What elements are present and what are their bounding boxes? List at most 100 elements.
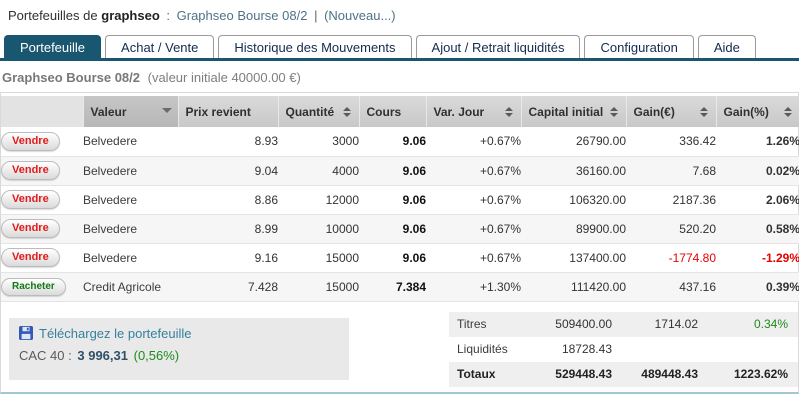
cac40-label: CAC 40 : (19, 347, 72, 363)
totals-capital: 529448.43 (519, 361, 624, 387)
action-button[interactable]: Vendre (1, 161, 60, 180)
cell-gain-pct: 0.39% (716, 272, 799, 302)
totals-gain-eur (624, 337, 714, 362)
totals-row: Titres 509400.00 1714.02 0.34% (449, 311, 798, 337)
totals-row: Liquidités 18728.43 (449, 337, 798, 362)
tab-historique-des-mouvements[interactable]: Historique des Mouvements (218, 35, 412, 58)
action-button[interactable]: Vendre (1, 219, 60, 238)
new-portfolio-link[interactable]: (Nouveau...) (324, 8, 396, 23)
cell-quantite: 10000 (278, 214, 359, 244)
totals-gain-pct (714, 337, 798, 362)
action-button[interactable]: Vendre (1, 131, 60, 151)
action-button[interactable]: Vendre (1, 248, 60, 267)
column-label: Gain(€) (633, 104, 675, 119)
sort-desc-icon (162, 105, 172, 118)
cell-quantite: 12000 (278, 185, 359, 215)
tab-ajout-retrait-liquidit-s[interactable]: Ajout / Retrait liquidités (415, 35, 581, 58)
cell-gain-pct: 0.58% (716, 214, 799, 244)
column-label: Quantité (285, 104, 335, 119)
position-row: Vendre Belvedere 8.99 10000 9.06 +0.67% … (1, 214, 799, 244)
cac40-percent: (0,56%) (133, 347, 180, 363)
action-button[interactable]: Racheter (1, 277, 66, 296)
cell-gain-eur: 7.68 (626, 156, 716, 186)
position-row: Vendre Belvedere 8.93 3000 9.06 +0.67% 2… (1, 127, 799, 157)
column-header-quantit-[interactable]: Quantité (277, 96, 359, 127)
totals-gain-eur: 1714.02 (624, 311, 714, 337)
position-row: Vendre Belvedere 9.16 15000 9.06 +0.67% … (1, 243, 799, 273)
column-label: Capital initial (528, 104, 604, 119)
cell-gain-pct: -1.29% (716, 243, 799, 273)
cell-valeur: Belvedere (83, 156, 178, 186)
cell-capital-initial: 89900.00 (521, 214, 626, 244)
position-row: Vendre Belvedere 8.86 12000 9.06 +0.67% … (1, 185, 799, 215)
column-header-action (1, 96, 83, 127)
cell-valeur: Belvedere (83, 127, 178, 157)
download-box: Téléchargez le portefeuille CAC 40 : 3 9… (9, 317, 349, 380)
cell-prix-revient: 9.16 (178, 243, 278, 273)
tab-configuration[interactable]: Configuration (584, 35, 694, 58)
pipe-separator: | (314, 8, 318, 23)
column-header-var-jour[interactable]: Var. Jour (425, 96, 521, 127)
column-header-capital-initial[interactable]: Capital initial (520, 96, 626, 127)
action-button[interactable]: Vendre (1, 190, 60, 209)
cell-quantite: 15000 (278, 243, 359, 273)
download-portfolio-link[interactable]: Téléchargez le portefeuille (39, 325, 192, 341)
username: graphseo (101, 8, 160, 23)
sort-both-icon (505, 103, 515, 121)
totals-label: Totaux (449, 361, 519, 387)
portfolio-name-link[interactable]: Graphseo Bourse 08/2 (176, 8, 308, 23)
column-label: Cours (366, 104, 402, 119)
totals-gain-eur: 489448.43 (624, 361, 714, 387)
sort-both-icon (343, 103, 353, 121)
cell-prix-revient: 8.93 (178, 127, 278, 157)
cell-capital-initial: 36160.00 (521, 156, 626, 186)
totals-label: Liquidités (457, 342, 508, 356)
tab-aide[interactable]: Aide (697, 35, 756, 58)
tab-portefeuille[interactable]: Portefeuille (4, 35, 102, 58)
portfolio-subtitle-detail: (valeur initiale 40000.00 €) (147, 70, 301, 85)
cell-capital-initial: 111420.00 (521, 272, 626, 302)
cell-prix-revient: 8.86 (178, 185, 278, 215)
column-header-gain-[interactable]: Gain(€) (625, 96, 716, 127)
cell-quantite: 4000 (278, 156, 359, 186)
column-header-valeur[interactable]: Valeur (82, 96, 178, 127)
tab-achat-vente[interactable]: Achat / Vente (105, 35, 215, 58)
cell-valeur: Belvedere (83, 243, 178, 273)
colon-separator: : (166, 8, 171, 23)
cell-capital-initial: 137400.00 (521, 243, 626, 273)
cell-valeur: Belvedere (83, 214, 178, 244)
cell-gain-eur: 520.20 (626, 214, 716, 244)
portfolio-subtitle-title: Graphseo Bourse 08/2 (2, 70, 140, 85)
sort-both-icon (784, 103, 794, 121)
cell-gain-eur: 437.16 (626, 272, 716, 302)
column-header-gain-[interactable]: Gain(%) (715, 96, 799, 127)
cell-cours: 9.06 (359, 214, 426, 244)
cell-valeur: Credit Agricole (83, 272, 178, 302)
cell-var-jour: +0.67% (426, 214, 521, 244)
cell-cours: 9.06 (359, 127, 426, 157)
cell-quantite: 15000 (278, 272, 359, 302)
cell-quantite: 3000 (278, 127, 359, 157)
header-prefix: Portefeuilles de (8, 8, 98, 23)
sort-both-icon (610, 103, 620, 121)
column-label: Gain(%) (723, 104, 769, 119)
totals-capital: 18728.43 (561, 342, 612, 356)
cell-capital-initial: 106320.00 (521, 185, 626, 215)
column-label: Prix revient (185, 104, 251, 119)
sort-both-icon (700, 103, 710, 121)
cell-prix-revient: 9.04 (178, 156, 278, 186)
cell-prix-revient: 7.428 (178, 272, 278, 302)
portfolio-subtitle: Graphseo Bourse 08/2 (valeur initiale 40… (0, 61, 799, 92)
totals-gain-pct: 1223.62% (714, 361, 798, 387)
cell-gain-eur: 336.42 (626, 127, 716, 157)
column-header-prix-revient: Prix revient (177, 96, 278, 127)
floppy-disk-icon (19, 326, 33, 340)
totals-gain-pct: 0.34% (714, 311, 798, 337)
cell-gain-pct: 0.02% (716, 156, 799, 186)
portfolio-panel: Valeur Prix revient Quantité Cours Var. Jour… (0, 92, 799, 394)
cell-var-jour: +1.30% (426, 272, 521, 302)
cell-gain-pct: 1.26% (716, 127, 799, 157)
cell-var-jour: +0.67% (426, 156, 521, 186)
positions-table: Valeur Prix revient Quantité Cours Var. Jour… (1, 96, 799, 302)
